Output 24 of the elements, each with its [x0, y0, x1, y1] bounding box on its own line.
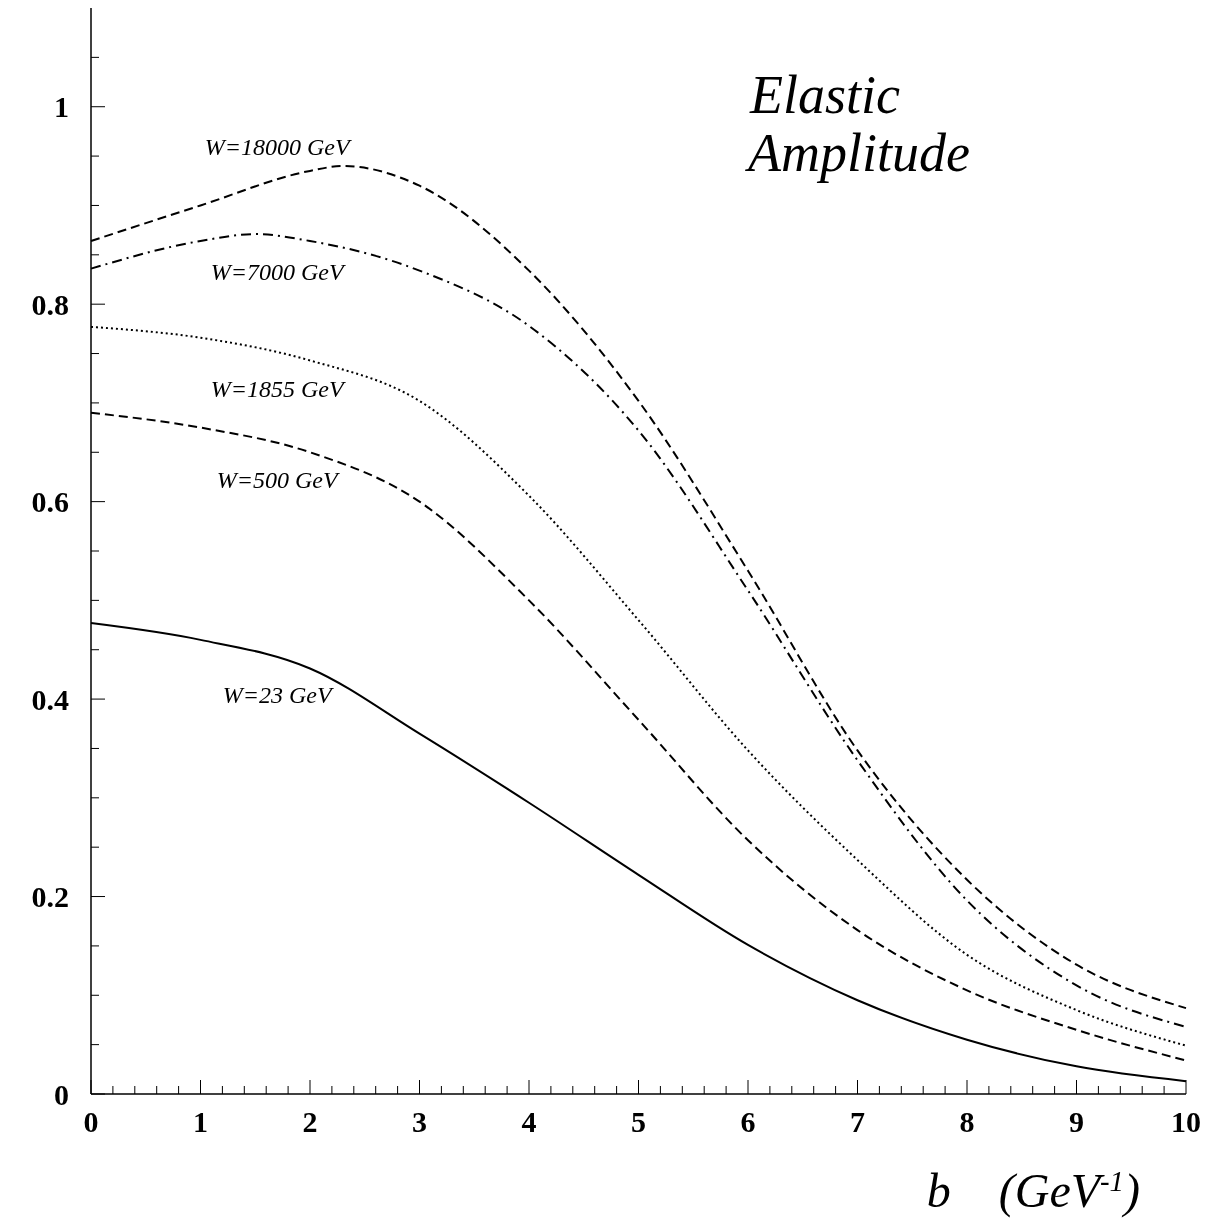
- x-axis-title: b (GeV$^{-1}$): [926, 1164, 1140, 1218]
- x-tick-label: 6: [740, 1105, 756, 1138]
- y-tick-label: 1: [54, 90, 69, 124]
- y-tick-label: 0.4: [31, 682, 69, 716]
- y-tick-label: 0.2: [31, 880, 69, 914]
- x-tick-label: 2: [302, 1105, 318, 1138]
- x-tick-label: 0: [83, 1105, 99, 1138]
- x-tick-label: 7: [850, 1105, 865, 1138]
- series-label: W=18000 GeV: [204, 134, 352, 161]
- x-tick-label: 8: [959, 1105, 975, 1138]
- y-tick-label: 0: [54, 1077, 69, 1111]
- x-tick-label: 3: [412, 1105, 427, 1138]
- x-tick-label: 9: [1069, 1105, 1084, 1138]
- text: Elastic Amplitude: [745, 65, 970, 183]
- x-tick-label: 4: [521, 1105, 537, 1138]
- series-label: W=7000 GeV: [210, 258, 346, 285]
- series-label: W=23 GeV: [222, 681, 334, 708]
- series-label: W=500 GeV: [216, 466, 340, 493]
- x-tick-label: 1: [193, 1105, 208, 1138]
- x-tick-label: 10: [1171, 1105, 1201, 1138]
- series-label: W=1855 GeV: [210, 375, 346, 402]
- y-tick-label: 0.8: [31, 287, 69, 321]
- y-tick-label: 0.6: [31, 485, 69, 519]
- x-tick-label: 5: [631, 1105, 646, 1138]
